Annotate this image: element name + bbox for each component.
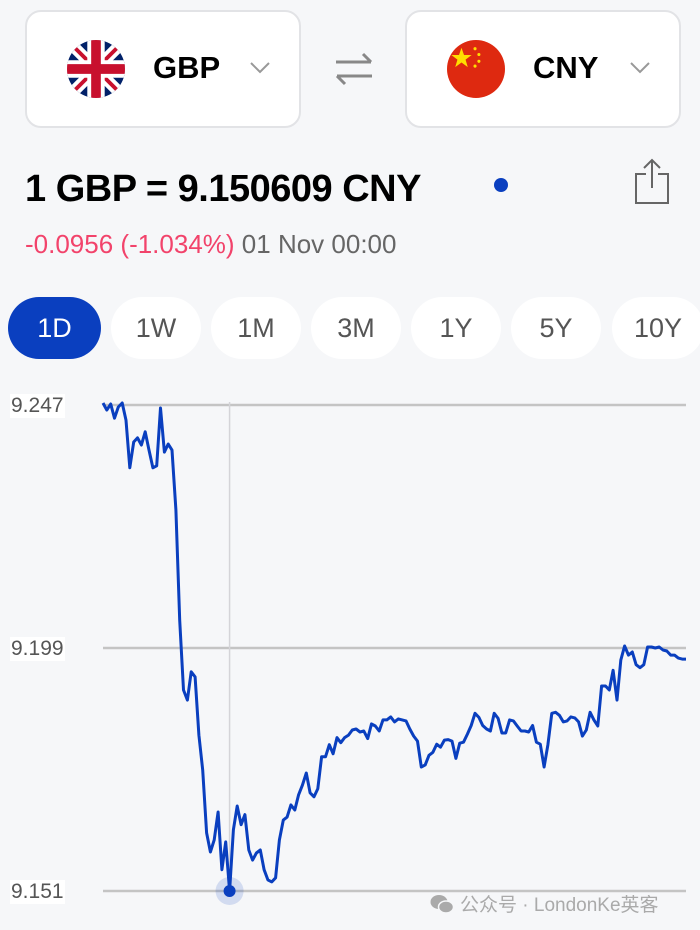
rate-change: -0.0956 (-1.034%) <box>25 229 235 259</box>
y-tick-label: 9.151 <box>10 880 65 904</box>
tab-10y[interactable]: 10Y <box>612 297 700 359</box>
tab-1m[interactable]: 1M <box>211 297 301 359</box>
tab-5y[interactable]: 5Y <box>511 297 601 359</box>
china-flag-icon <box>447 40 505 98</box>
watermark: 公众号 · LondonKe英客 <box>430 890 659 917</box>
from-currency-selector[interactable]: GBP <box>25 10 301 128</box>
y-tick-label: 9.247 <box>10 394 65 418</box>
rate-line <box>101 401 686 893</box>
tab-1w[interactable]: 1W <box>111 297 201 359</box>
tab-1y[interactable]: 1Y <box>411 297 501 359</box>
to-currency-selector[interactable]: CNY <box>405 10 681 128</box>
y-tick-label: 9.199 <box>10 637 65 661</box>
watermark-text: 公众号 · LondonKe英客 <box>460 895 659 916</box>
rate-change-line: -0.0956 (-1.034%) 01 Nov 00:00 <box>25 229 396 260</box>
wechat-icon <box>430 894 454 914</box>
live-indicator-dot <box>494 178 508 192</box>
from-currency-code: GBP <box>153 50 221 85</box>
uk-flag-icon <box>67 40 125 98</box>
selected-point-marker <box>223 885 236 897</box>
tab-3m[interactable]: 3M <box>311 297 401 359</box>
to-currency-code: CNY <box>533 50 599 85</box>
tab-1d[interactable]: 1D <box>8 297 101 359</box>
exchange-rate: 1 GBP = 9.150609 CNY <box>25 168 421 210</box>
chevron-down-icon <box>630 62 650 74</box>
swap-arrows-icon[interactable] <box>333 50 375 88</box>
share-icon[interactable] <box>634 158 670 204</box>
rate-chart[interactable] <box>0 380 700 920</box>
timestamp: 01 Nov 00:00 <box>241 229 397 259</box>
chevron-down-icon <box>250 62 270 74</box>
